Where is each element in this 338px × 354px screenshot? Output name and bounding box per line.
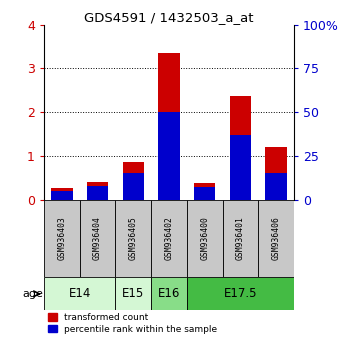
Bar xyxy=(151,277,187,310)
Bar xyxy=(258,200,294,277)
Bar xyxy=(158,112,180,200)
Bar xyxy=(187,277,294,310)
Title: GDS4591 / 1432503_a_at: GDS4591 / 1432503_a_at xyxy=(84,11,254,24)
Bar xyxy=(123,173,144,200)
Bar xyxy=(44,277,115,310)
Bar xyxy=(51,191,73,200)
Bar xyxy=(87,185,108,200)
Bar xyxy=(230,135,251,200)
Text: GSM936402: GSM936402 xyxy=(165,217,173,261)
Bar xyxy=(115,200,151,277)
Bar xyxy=(223,200,258,277)
Bar xyxy=(44,200,80,277)
Legend: transformed count, percentile rank within the sample: transformed count, percentile rank withi… xyxy=(48,313,217,334)
Text: GSM936404: GSM936404 xyxy=(93,217,102,261)
Text: GSM936401: GSM936401 xyxy=(236,217,245,261)
Bar xyxy=(115,277,151,310)
Text: E17.5: E17.5 xyxy=(224,287,257,300)
Text: age: age xyxy=(22,289,43,299)
Bar xyxy=(151,200,187,277)
Bar xyxy=(123,162,144,200)
Text: GSM936406: GSM936406 xyxy=(272,217,281,261)
Bar xyxy=(194,183,215,200)
Text: E14: E14 xyxy=(69,287,91,300)
Text: E16: E16 xyxy=(158,287,180,300)
Bar xyxy=(265,147,287,200)
Bar xyxy=(158,53,180,200)
Bar xyxy=(51,188,73,200)
Bar xyxy=(194,187,215,200)
Bar xyxy=(187,200,223,277)
Text: GSM936400: GSM936400 xyxy=(200,217,209,261)
Bar xyxy=(87,182,108,200)
Text: E15: E15 xyxy=(122,287,144,300)
Bar xyxy=(230,96,251,200)
Text: GSM936405: GSM936405 xyxy=(129,217,138,261)
Bar xyxy=(80,200,115,277)
Bar xyxy=(265,173,287,200)
Text: GSM936403: GSM936403 xyxy=(57,217,66,261)
